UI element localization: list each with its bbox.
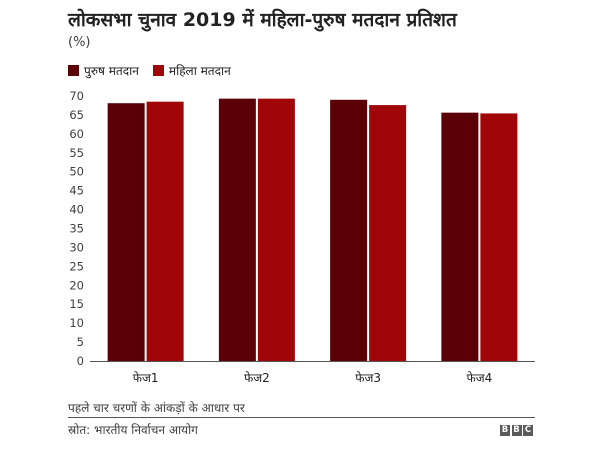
bar-male	[107, 103, 145, 361]
y-tick-label: 5	[77, 335, 84, 349]
legend-label-female: महिला मतदान	[168, 64, 231, 78]
footnote: पहले चार चरणों के आंकड़ों के आधार पर	[68, 401, 245, 415]
y-tick-label: 40	[69, 203, 84, 217]
bar-female	[480, 113, 518, 362]
bbc-logo-letter-1: B	[500, 425, 510, 436]
y-tick-label: 65	[69, 108, 84, 122]
y-tick-label: 60	[69, 127, 84, 141]
legend-swatch-female	[152, 65, 164, 76]
y-tick-label: 35	[69, 222, 84, 236]
legend-swatch-male	[68, 65, 79, 76]
bar-female	[257, 98, 295, 362]
bar-female	[146, 101, 184, 361]
y-tick-label: 45	[69, 184, 84, 198]
bbc-logo-letter-3: C	[523, 425, 533, 436]
bbc-logo-letter-2: B	[511, 425, 522, 436]
x-tick-label: फेज2	[244, 371, 270, 385]
source-note: स्रोत: भारतीय निर्वाचन आयोग	[68, 423, 198, 437]
bar-male	[441, 112, 479, 362]
bar-male	[330, 99, 368, 362]
legend-item-male: पुरुष मतदान	[68, 62, 139, 79]
y-tick-label: 20	[69, 278, 84, 292]
bar-male	[218, 98, 256, 362]
y-tick-label: 70	[69, 89, 84, 103]
bbc-logo: B B C	[500, 425, 535, 436]
legend-label-male: पुरुष मतदान	[84, 64, 139, 78]
legend: पुरुष मतदान महिला मतदान	[68, 62, 245, 79]
y-tick-label: 55	[69, 146, 84, 160]
footer-divider	[68, 417, 535, 418]
y-tick-label: 0	[77, 354, 84, 368]
y-tick-label: 30	[69, 240, 84, 254]
y-tick-label: 25	[69, 259, 84, 273]
chart-subtitle: (%)	[68, 35, 91, 50]
x-tick-label: फेज1	[133, 371, 159, 385]
y-tick-label: 15	[69, 297, 84, 311]
chart-title: लोकसभा चुनाव 2019 में महिला-पुरुष मतदान …	[68, 9, 457, 31]
x-tick-label: फेज4	[466, 371, 492, 385]
legend-item-female: महिला मतदान	[152, 62, 231, 79]
y-tick-label: 50	[69, 165, 84, 179]
bar-female	[369, 105, 407, 361]
x-tick-label: फेज3	[355, 371, 381, 385]
y-tick-label: 10	[69, 316, 84, 330]
